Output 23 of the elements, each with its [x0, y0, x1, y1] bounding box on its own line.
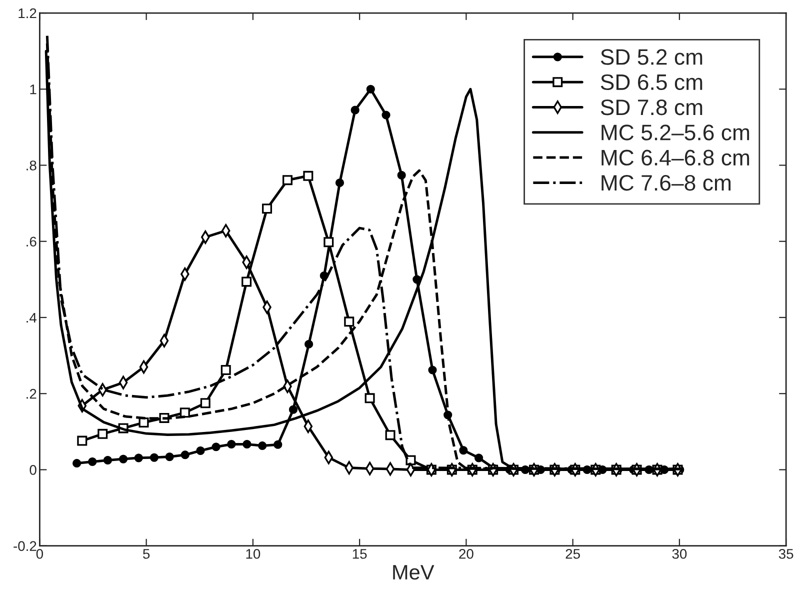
x-tick-label: 30 — [672, 548, 687, 559]
y-tick-label: -0.2 — [14, 541, 36, 551]
x-tick-label: 15 — [352, 549, 367, 559]
legend-label: SD 5.2 cm — [600, 49, 702, 65]
x-tick-label: 5 — [143, 549, 150, 559]
y-tick-label: 0 — [30, 465, 36, 475]
x-tick-label: 25 — [566, 548, 580, 559]
x-tick-label: 20 — [459, 548, 474, 559]
y-tick-label: .4 — [26, 312, 37, 323]
legend-label: MC 6.4–6.8 cm — [602, 150, 750, 166]
x-tick-label: 10 — [246, 548, 260, 559]
legend-label: SD 6.5 cm — [600, 74, 702, 90]
legend-label: MC 5.2–5.6 cm — [602, 124, 750, 140]
y-tick-label: 1.2 — [18, 8, 36, 18]
y-tick-label: .8 — [26, 160, 36, 170]
y-tick-label: .2 — [26, 388, 36, 399]
x-tick-label: 0 — [36, 548, 44, 559]
legend-label: SD 7.8 cm — [600, 99, 702, 116]
y-tick-label: .6 — [26, 236, 36, 247]
x-axis-title: MeV — [393, 565, 434, 580]
x-tick-label: 35 — [778, 548, 794, 559]
legend-label: MC 7.6–8 cm — [602, 174, 731, 191]
y-tick-label: 1 — [30, 84, 36, 94]
